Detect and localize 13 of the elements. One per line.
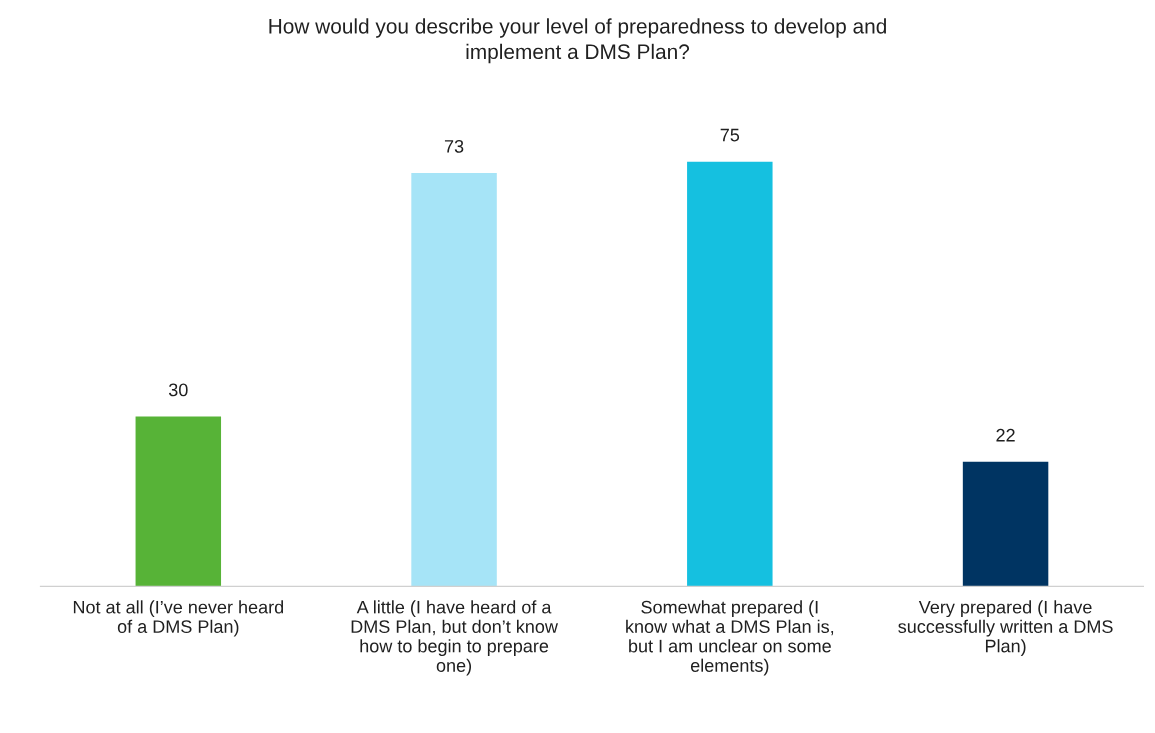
bar bbox=[687, 161, 773, 587]
data-label: 75 bbox=[720, 128, 740, 142]
data-label: 73 bbox=[444, 139, 464, 153]
bar bbox=[135, 416, 222, 587]
chart-title: How would you describe your level of preparedness to develop and implement a DMS Plan? bbox=[269, 18, 886, 64]
bar bbox=[962, 461, 1049, 587]
x-tick-label: Not at all (I’ve never heard of a DMS Plan) bbox=[73, 600, 284, 637]
data-label: 30 bbox=[168, 383, 188, 397]
x-tick-label: Somewhat prepared (I know what a DMS Plan is, but I am unclear on some elements) bbox=[626, 600, 834, 676]
data-label: 22 bbox=[996, 428, 1015, 442]
x-tick-label: A little (I have heard of a DMS Plan, but don’t know how to begin to prepare one) bbox=[351, 600, 558, 676]
x-tick-label: Very prepared (I have successfully written a DMS Plan) bbox=[898, 600, 1113, 657]
bar bbox=[411, 173, 497, 587]
